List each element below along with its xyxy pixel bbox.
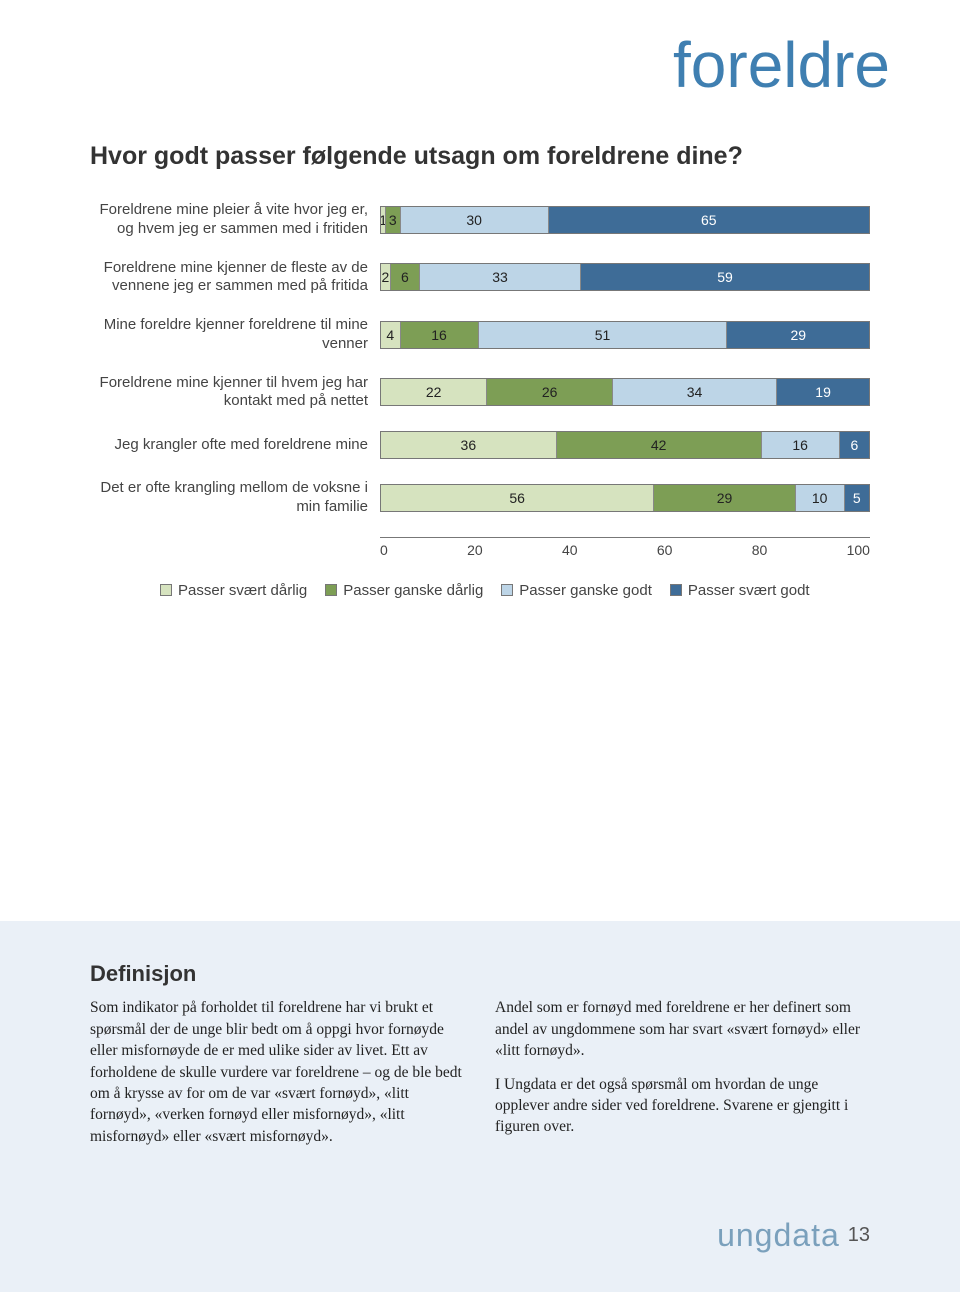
definition-left: Som indikator på forholdet til foreldren… bbox=[90, 997, 465, 1147]
legend-item: Passer svært godt bbox=[670, 582, 810, 599]
bar-segment: 29 bbox=[727, 322, 869, 348]
bar-segment: 2 bbox=[381, 264, 391, 290]
chart: Foreldrene mine pleier å vite hvor jeg e… bbox=[0, 191, 960, 558]
bar-segment: 29 bbox=[654, 485, 796, 511]
definition-right-p2: I Ungdata er det også spørsmål om hvorda… bbox=[495, 1074, 870, 1138]
axis-tick: 100 bbox=[847, 542, 870, 558]
bar-segment: 42 bbox=[557, 432, 762, 458]
bar-segment: 19 bbox=[777, 379, 869, 405]
chart-row: Foreldrene mine kjenner de fleste av de … bbox=[90, 259, 870, 297]
chart-row: Det er ofte krangling mellom de voksne i… bbox=[90, 479, 870, 517]
chart-row: Mine foreldre kjenner foreldrene til min… bbox=[90, 316, 870, 354]
bar-segment: 22 bbox=[381, 379, 487, 405]
bar-segment: 10 bbox=[796, 485, 845, 511]
bar-segment: 26 bbox=[487, 379, 613, 405]
row-label: Jeg krangler ofte med foreldrene mine bbox=[90, 436, 380, 455]
bar-segment: 4 bbox=[381, 322, 401, 348]
row-label: Foreldrene mine kjenner de fleste av de … bbox=[90, 259, 380, 297]
axis-tick: 20 bbox=[467, 542, 483, 558]
definition-right-p1: Andel som er fornøyd med foreldrene er h… bbox=[495, 997, 870, 1061]
legend-item: Passer ganske godt bbox=[501, 582, 652, 599]
bar-segment: 51 bbox=[479, 322, 728, 348]
row-label: Foreldrene mine pleier å vite hvor jeg e… bbox=[90, 201, 380, 239]
legend-swatch bbox=[325, 584, 337, 596]
logo: ungdata bbox=[717, 1217, 840, 1254]
row-label: Mine foreldre kjenner foreldrene til min… bbox=[90, 316, 380, 354]
legend-label: Passer ganske dårlig bbox=[343, 582, 483, 599]
bar-segment: 6 bbox=[840, 432, 869, 458]
bar-segment: 33 bbox=[420, 264, 581, 290]
legend-swatch bbox=[670, 584, 682, 596]
row-label: Foreldrene mine kjenner til hvem jeg har… bbox=[90, 374, 380, 412]
bar-segment: 34 bbox=[613, 379, 777, 405]
bar-segment: 16 bbox=[762, 432, 840, 458]
page-title: foreldre bbox=[0, 0, 960, 112]
definition-section: Definisjon Som indikator på forholdet ti… bbox=[0, 921, 960, 1292]
bar-segment: 59 bbox=[581, 264, 869, 290]
chart-row: Foreldrene mine kjenner til hvem jeg har… bbox=[90, 374, 870, 412]
bar-segment: 16 bbox=[401, 322, 479, 348]
chart-row: Foreldrene mine pleier å vite hvor jeg e… bbox=[90, 201, 870, 239]
bar-segment: 3 bbox=[386, 207, 401, 233]
bar-segment: 30 bbox=[401, 207, 549, 233]
legend-swatch bbox=[501, 584, 513, 596]
legend: Passer svært dårlig Passer ganske dårlig P… bbox=[0, 558, 960, 599]
bar: 5629105 bbox=[380, 484, 870, 512]
legend-swatch bbox=[160, 584, 172, 596]
bar-segment: 6 bbox=[391, 264, 420, 290]
legend-item: Passer svært dårlig bbox=[160, 582, 307, 599]
axis: 0 20 40 60 80 100 bbox=[90, 537, 870, 558]
chart-title: Hvor godt passer følgende utsagn om fore… bbox=[0, 112, 960, 191]
legend-label: Passer svært godt bbox=[688, 582, 810, 599]
axis-tick: 0 bbox=[380, 542, 388, 558]
axis-tick: 60 bbox=[657, 542, 673, 558]
bar: 263359 bbox=[380, 263, 870, 291]
bar-segment: 5 bbox=[845, 485, 869, 511]
bar: 22263419 bbox=[380, 378, 870, 406]
axis-tick: 40 bbox=[562, 542, 578, 558]
bar-segment: 56 bbox=[381, 485, 654, 511]
bar-segment: 65 bbox=[549, 207, 869, 233]
bar-segment: 36 bbox=[381, 432, 557, 458]
row-label: Det er ofte krangling mellom de voksne i… bbox=[90, 479, 380, 517]
legend-label: Passer svært dårlig bbox=[178, 582, 307, 599]
legend-item: Passer ganske dårlig bbox=[325, 582, 483, 599]
page-number: 13 bbox=[848, 1224, 870, 1247]
legend-label: Passer ganske godt bbox=[519, 582, 652, 599]
bar: 3642166 bbox=[380, 431, 870, 459]
definition-heading: Definisjon bbox=[90, 961, 870, 987]
bar: 133065 bbox=[380, 206, 870, 234]
chart-row: Jeg krangler ofte med foreldrene mine364… bbox=[90, 431, 870, 459]
bar: 4165129 bbox=[380, 321, 870, 349]
axis-tick: 80 bbox=[752, 542, 768, 558]
